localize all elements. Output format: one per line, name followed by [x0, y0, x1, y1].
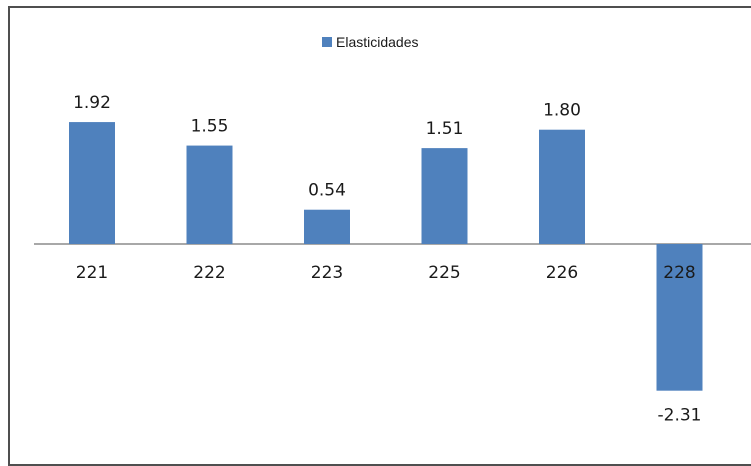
data-label-228: -2.31 [658, 406, 702, 426]
chart-frame [8, 6, 751, 466]
legend-swatch [322, 37, 332, 47]
category-label-222: 222 [193, 263, 225, 283]
data-label-223: 0.54 [308, 181, 346, 201]
category-label-226: 226 [546, 263, 578, 283]
category-label-225: 225 [428, 263, 460, 283]
category-label-228: 228 [663, 263, 695, 283]
category-label-223: 223 [311, 263, 343, 283]
data-label-221: 1.92 [73, 93, 111, 113]
legend: Elasticidades [322, 34, 419, 50]
data-label-222: 1.55 [191, 117, 229, 137]
bar-223 [304, 209, 350, 244]
bar-226 [539, 129, 585, 244]
category-label-221: 221 [76, 263, 108, 283]
bar-221 [69, 122, 115, 244]
data-label-225: 1.51 [426, 119, 464, 139]
labels-group: 221 1.92 222 1.55 223 0.54 225 1.51 226 1.80 228 -2… [73, 93, 701, 426]
bar-225 [421, 148, 468, 244]
bar-222 [186, 145, 233, 244]
bars-group [69, 122, 703, 391]
legend-label: Elasticidades [336, 34, 419, 50]
bar-228 [656, 244, 703, 391]
data-label-226: 1.80 [543, 101, 581, 121]
